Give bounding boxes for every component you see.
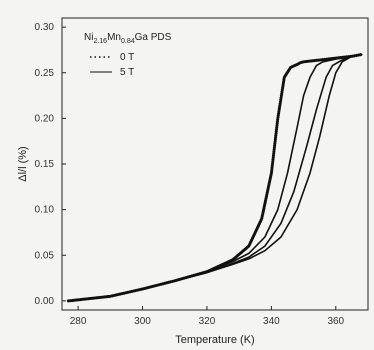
y-axis-title: Δl/l (%) [17,146,29,181]
legend-title-end: Ga PDS [135,32,172,43]
x-tick-label: 300 [134,316,151,327]
legend-title-mn: Mn [107,32,121,43]
y-tick-label: 0.15 [35,159,55,170]
legend-label-0t: 0 T [120,52,134,63]
y-tick-label: 0.20 [35,113,55,124]
y-tick-label: 0.30 [35,22,55,33]
x-tick-labels: 280 300 320 340 360 [70,316,345,327]
legend-title-sub2: 0.84 [121,38,135,45]
legend-label-5t: 5 T [120,67,134,78]
series-layer [66,53,364,303]
axis-ticks [62,26,337,310]
y-tick-label: 0.00 [35,296,55,307]
legend-title-ni: Ni [84,32,93,43]
y-tick-label: 0.05 [35,250,55,261]
y-tick-label: 0.10 [35,205,55,216]
y-tick-label: 0.25 [35,68,55,79]
y-tick-labels: 0.00 0.05 0.10 0.15 0.20 0.25 0.30 [35,22,55,307]
series-line-3 [67,53,363,302]
x-tick-label: 360 [327,316,344,327]
x-tick-label: 340 [263,316,280,327]
x-tick-label: 320 [199,316,216,327]
x-tick-label: 280 [70,316,87,327]
legend-title-sub1: 2.16 [93,38,107,45]
legend-title: Ni2.16Mn0.84Ga PDS [84,32,172,45]
x-axis-title: Temperature (K) [175,334,254,346]
legend: Ni2.16Mn0.84Ga PDS 0 T 5 T [84,32,172,78]
